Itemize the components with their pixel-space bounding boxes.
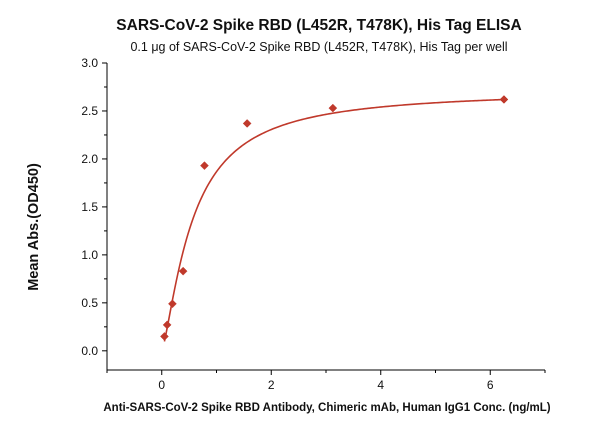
data-point	[160, 332, 169, 341]
y-tick-label: 2.5	[81, 104, 98, 118]
y-tick-label: 2.0	[81, 152, 98, 166]
data-point	[178, 266, 188, 276]
x-tick-label: 4	[377, 378, 384, 392]
axes	[106, 63, 545, 371]
data-point	[499, 95, 509, 104]
y-axis-ticks: 0.0 0.5 1.0 1.5 2.0 2.5 3.0	[81, 56, 107, 358]
x-tick-label: 0	[158, 378, 165, 392]
y-tick-label: 1.5	[81, 200, 98, 214]
data-point	[328, 103, 338, 113]
data-point	[242, 119, 252, 128]
y-tick-label: 1.0	[81, 248, 98, 262]
y-tick-label: 0.5	[81, 296, 98, 310]
fit-curve-layer	[163, 98, 504, 342]
data-point	[168, 299, 177, 309]
x-tick-label: 6	[487, 378, 494, 392]
y-axis-label: Mean Abs.(OD450)	[26, 163, 42, 291]
x-axis-ticks: 0 2 4 6	[106, 370, 546, 392]
data-point	[200, 161, 209, 171]
y-tick-label: 0.0	[81, 344, 98, 358]
y-tick-label: 3.0	[81, 56, 98, 70]
chart-subtitle: 0.1 μg of SARS-CoV-2 Spike RBD (L452R, T…	[130, 40, 507, 54]
x-axis-label: Anti-SARS-CoV-2 Spike RBD Antibody, Chim…	[103, 402, 550, 414]
fit-curve	[163, 98, 504, 342]
data-points-layer	[160, 95, 509, 341]
x-tick-label: 2	[268, 378, 275, 392]
data-point	[162, 320, 172, 330]
chart-title: SARS-CoV-2 Spike RBD (L452R, T478K), His…	[116, 17, 521, 34]
